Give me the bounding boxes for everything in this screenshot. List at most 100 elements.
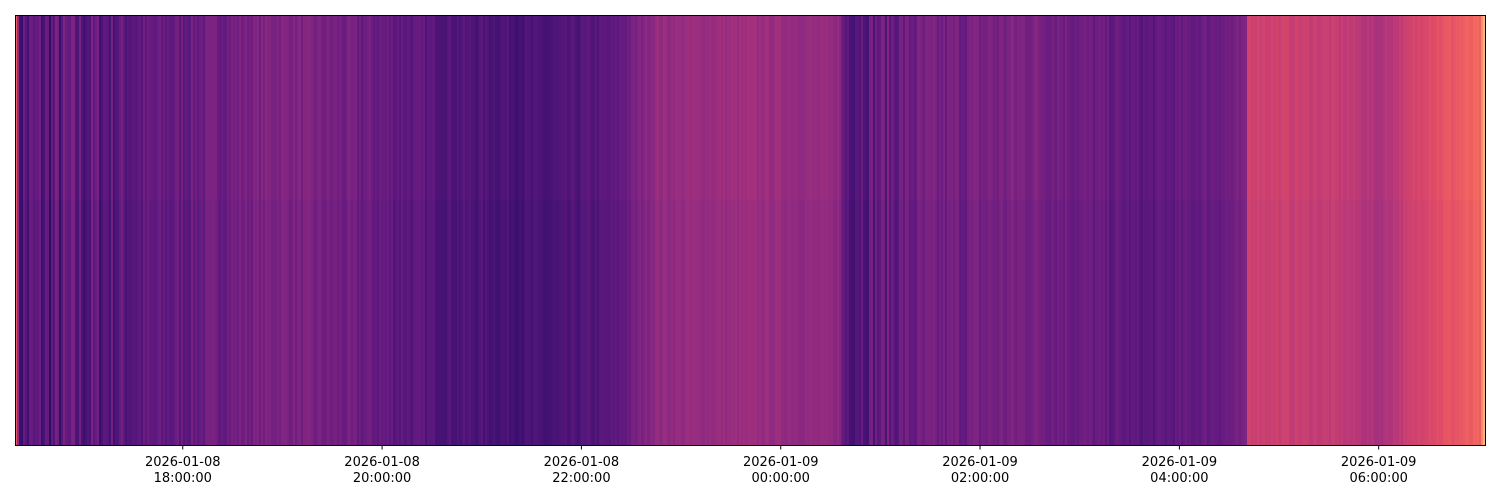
heatmap-cell bbox=[1309, 200, 1312, 445]
heatmap-cell bbox=[1055, 200, 1058, 445]
heatmap-cell bbox=[1327, 15, 1330, 200]
heatmap-cell bbox=[531, 15, 534, 200]
heatmap-cell bbox=[1041, 200, 1044, 445]
heatmap-cell bbox=[1253, 15, 1256, 200]
heatmap-cell bbox=[763, 15, 766, 200]
heatmap-cell bbox=[1255, 200, 1258, 445]
heatmap-cell bbox=[867, 200, 870, 445]
heatmap-cell bbox=[1285, 200, 1288, 445]
heatmap-cell bbox=[1237, 15, 1240, 200]
heatmap-cell bbox=[247, 15, 250, 200]
heatmap-cell bbox=[1389, 15, 1392, 200]
heatmap-cell bbox=[773, 200, 776, 445]
heatmap-cell bbox=[1161, 15, 1164, 200]
heatmap-cell bbox=[679, 15, 682, 200]
heatmap-cell bbox=[955, 200, 958, 445]
heatmap-cell bbox=[179, 15, 182, 200]
heatmap-cell bbox=[799, 200, 802, 445]
heatmap-cell bbox=[1067, 200, 1070, 445]
heatmap-cell bbox=[29, 200, 32, 445]
heatmap-cell bbox=[1097, 200, 1100, 445]
heatmap-cell bbox=[1277, 200, 1280, 445]
heatmap-cell bbox=[751, 15, 754, 200]
heatmap-cell bbox=[805, 15, 808, 200]
heatmap-cell bbox=[561, 15, 564, 200]
heatmap-cell bbox=[939, 200, 942, 445]
heatmap-cell bbox=[645, 15, 648, 200]
heatmap-cell bbox=[1065, 15, 1068, 200]
heatmap-cell bbox=[907, 15, 910, 200]
heatmap-cell bbox=[1241, 200, 1244, 445]
heatmap-cell bbox=[985, 15, 988, 200]
heatmap-cell bbox=[1371, 15, 1374, 200]
heatmap-cell bbox=[671, 15, 674, 200]
heatmap-cell bbox=[511, 200, 514, 445]
heatmap-cell bbox=[1385, 15, 1388, 200]
heatmap-cell bbox=[1039, 15, 1042, 200]
heatmap-cell bbox=[139, 200, 142, 445]
heatmap-cell bbox=[357, 200, 360, 445]
heatmap-cell bbox=[1297, 200, 1300, 445]
heatmap-cell bbox=[225, 200, 228, 445]
heatmap-cell bbox=[91, 200, 94, 445]
heatmap-cell bbox=[85, 15, 88, 200]
heatmap-cell bbox=[125, 200, 128, 445]
heatmap-cell bbox=[1403, 15, 1406, 200]
heatmap-cell bbox=[607, 200, 610, 445]
heatmap-cell bbox=[341, 15, 344, 200]
heatmap-cell bbox=[943, 15, 946, 200]
heatmap-cell bbox=[535, 200, 538, 445]
heatmap-cell bbox=[1279, 200, 1282, 445]
heatmap-cell bbox=[1153, 200, 1156, 445]
heatmap-cell bbox=[667, 15, 670, 200]
heatmap-cell bbox=[719, 15, 722, 200]
heatmap-cell bbox=[1435, 200, 1438, 445]
heatmap-cell bbox=[927, 200, 930, 445]
heatmap-cell bbox=[163, 200, 166, 445]
heatmap-cell bbox=[1453, 200, 1456, 445]
heatmap-cell bbox=[1151, 200, 1154, 445]
heatmap-cell bbox=[569, 200, 572, 445]
heatmap-cell bbox=[1121, 15, 1124, 200]
heatmap-cell bbox=[347, 15, 350, 200]
heatmap-cell bbox=[565, 15, 568, 200]
heatmap-cell bbox=[1447, 15, 1450, 200]
heatmap-cell bbox=[983, 200, 986, 445]
heatmap-cell bbox=[901, 200, 904, 445]
heatmap-cell bbox=[539, 200, 542, 445]
heatmap-cell bbox=[1145, 200, 1148, 445]
heatmap-cell bbox=[323, 200, 326, 445]
heatmap-cell bbox=[1483, 200, 1486, 445]
heatmap-cell bbox=[1405, 15, 1408, 200]
x-axis: 2026-01-0818:00:002026-01-0820:00:002026… bbox=[145, 445, 1416, 486]
heatmap-cell bbox=[423, 15, 426, 200]
heatmap-cell bbox=[147, 15, 150, 200]
heatmap-cell bbox=[823, 15, 826, 200]
heatmap-cell bbox=[775, 15, 778, 200]
heatmap-cell bbox=[641, 15, 644, 200]
heatmap-cell bbox=[1003, 15, 1006, 200]
heatmap-cell bbox=[249, 200, 252, 445]
heatmap-cell bbox=[1473, 15, 1476, 200]
heatmap-cell bbox=[1437, 200, 1440, 445]
heatmap-cell bbox=[61, 15, 64, 200]
heatmap-cell bbox=[617, 15, 620, 200]
heatmap-cell bbox=[447, 200, 450, 445]
heatmap-cell bbox=[839, 15, 842, 200]
heatmap-cell bbox=[1051, 200, 1054, 445]
heatmap-cell bbox=[541, 200, 544, 445]
heatmap-cell bbox=[223, 15, 226, 200]
heatmap-cell bbox=[1355, 200, 1358, 445]
heatmap-cell bbox=[655, 15, 658, 200]
heatmap-cell bbox=[53, 15, 56, 200]
heatmap-cell bbox=[27, 200, 30, 445]
heatmap-cell bbox=[1099, 15, 1102, 200]
heatmap-cell bbox=[1477, 15, 1480, 200]
heatmap-cell bbox=[519, 200, 522, 445]
heatmap-cell bbox=[895, 200, 898, 445]
heatmap-cell bbox=[1043, 200, 1046, 445]
heatmap-cell bbox=[501, 15, 504, 200]
heatmap-cell bbox=[213, 200, 216, 445]
heatmap-cell bbox=[1077, 15, 1080, 200]
heatmap-cell bbox=[497, 200, 500, 445]
